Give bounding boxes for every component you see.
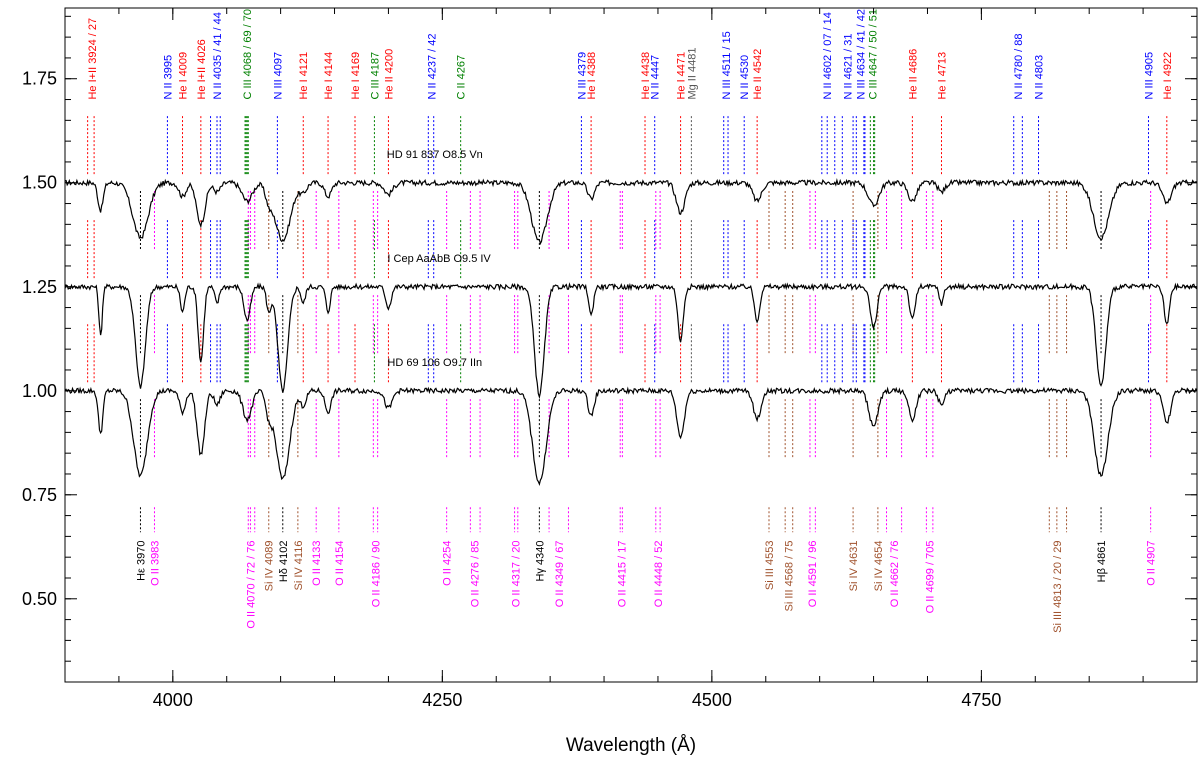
y-tick-label: 1.00 — [22, 381, 57, 401]
top-line-label: He II 4686 — [907, 49, 919, 100]
bottom-line-label: O II 4317 / 20 — [511, 541, 523, 608]
top-line-label: N II 4780 / 88 — [1013, 33, 1025, 99]
top-line-label: He II 4542 — [752, 49, 764, 100]
top-line-label: N III 4511 / 15 — [721, 31, 733, 99]
top-line-label: C III 4068 / 69 / 70 — [242, 9, 254, 100]
y-tick-label: 0.50 — [22, 589, 57, 609]
bottom-line-label: Hγ 4340 — [534, 541, 546, 582]
bottom-line-label: O II 4276 / 85 — [470, 541, 482, 608]
x-tick-label: 4750 — [961, 690, 1001, 710]
bottom-line-label: O II 4349 / 67 — [554, 541, 566, 608]
top-line-label: N II 4035 / 41 / 44 — [212, 12, 224, 99]
plot-frame — [64, 7, 1198, 683]
top-line-label: He I 4169 — [350, 52, 362, 100]
spectra-series — [64, 178, 1198, 486]
bottom-line-label: Si III 4813 / 20 / 29 — [1052, 541, 1064, 633]
top-line-label: N III 4634 / 41 / 42 — [856, 9, 868, 100]
top-line-label: N III 4097 — [272, 52, 284, 100]
star-label: HD 69 106 O9.7 IIn — [387, 357, 482, 369]
bottom-line-label: O II 4448 / 52 — [653, 541, 665, 608]
y-tick-label: 0.75 — [22, 485, 57, 505]
top-line-label: Mg II 4481 — [686, 48, 698, 100]
top-line-label: C III 4187 — [369, 52, 381, 100]
bottom-line-label: Si IV 4654 — [873, 541, 885, 592]
spectrum-line-1 — [64, 282, 1198, 400]
ion-line-labels: He I+II 3924 / 27 N II 3995 He I 4009 He I+… — [87, 9, 1174, 633]
x-tick-label: 4000 — [153, 690, 193, 710]
top-line-label: N II 4237 / 42 — [427, 33, 439, 99]
bottom-line-label: O II 4070 / 72 / 76 — [245, 541, 257, 629]
bottom-line-label: Si IV 4116 — [293, 541, 305, 591]
bottom-line-label: O II 4699 / 705 — [925, 541, 937, 614]
bottom-line-label: Si III 4553 — [764, 541, 776, 591]
bottom-line-label: O II 3983 — [149, 541, 161, 586]
bottom-line-label: O II 4186 / 90 — [370, 541, 382, 608]
bottom-line-label: Hε 3970 — [135, 541, 147, 581]
top-line-label: N II 4602 / 07 / 14 — [822, 12, 834, 99]
ion-line-markers — [87, 116, 1168, 533]
top-line-label: N II 4803 — [1034, 55, 1046, 100]
top-line-label: He I 4471 — [676, 52, 688, 100]
top-line-label: He I+II 4026 — [196, 39, 208, 99]
bottom-line-label: O II 4415 / 17 — [616, 541, 628, 608]
bottom-line-label: O II 4662 / 76 — [889, 541, 901, 608]
top-line-label: He I 4713 — [936, 52, 948, 100]
spectrum-line-2 — [64, 386, 1198, 486]
star-label: HD 91 837 O8.5 Vn — [387, 149, 483, 161]
y-tick-label: 1.75 — [22, 69, 57, 89]
bottom-line-label: Hβ 4861 — [1096, 541, 1108, 583]
top-line-label: He II 4200 — [383, 49, 395, 100]
top-line-label: He I 4438 — [640, 52, 652, 100]
bottom-line-label: O II 4154 — [334, 541, 346, 586]
x-tick-label: 4250 — [422, 690, 462, 710]
bottom-line-label: Si IV 4089 — [264, 541, 276, 592]
top-line-label: C II 4267 — [456, 55, 468, 100]
top-line-label: C III 4647 / 50 / 51 — [867, 9, 879, 100]
top-line-label: N II 4447 — [650, 55, 662, 100]
x-tick-label: 4500 — [692, 690, 732, 710]
y-tick-label: 1.25 — [22, 277, 57, 297]
top-line-label: He I 4388 — [586, 52, 598, 100]
top-line-label: He I 4009 — [178, 52, 190, 100]
x-axis-title: Wavelength (Å) — [566, 735, 696, 756]
bottom-line-label: O II 4591 / 96 — [807, 541, 819, 608]
top-line-label: He I 4121 — [298, 52, 310, 100]
top-line-label: N II 4530 — [739, 55, 751, 100]
top-line-label: N II 4621 / 31 — [843, 33, 855, 99]
bottom-line-label: O II 4254 — [442, 541, 454, 586]
star-label: I Cep AaAbB O9.5 IV — [387, 253, 491, 265]
axes: 0.50 0.75 1.00 1.25 1.50 1.75 4000 4250 4500 4750 — [22, 8, 1198, 710]
top-line-label: He I 4144 — [323, 52, 335, 100]
y-tick-label: 1.50 — [22, 173, 57, 193]
bottom-line-label: O II 4907 — [1146, 541, 1158, 586]
star-labels: HD 91 837 O8.5 Vn I Cep AaAbB O9.5 IV HD 6… — [387, 149, 492, 369]
top-line-label: N III 4379 — [576, 52, 588, 100]
bottom-line-label: Si IV 4631 — [848, 541, 860, 592]
bottom-line-label: Hδ 4102 — [278, 541, 290, 583]
top-line-label: N II 3995 — [162, 55, 174, 100]
top-line-label: He I 4922 — [1162, 52, 1174, 100]
top-line-label: He I+II 3924 / 27 — [87, 18, 99, 100]
spectrum-line-0 — [64, 178, 1198, 246]
bottom-line-label: O II 4133 — [311, 541, 323, 586]
top-line-label: N III 4905 — [1143, 52, 1155, 100]
bottom-line-label: Si III 4568 / 75 — [783, 541, 795, 612]
